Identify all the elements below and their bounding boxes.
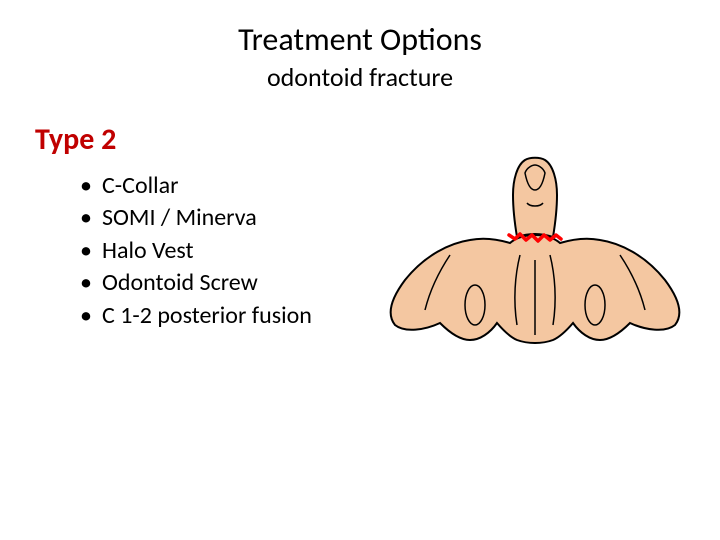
vertebra-svg (385, 155, 685, 375)
odontoid-process (513, 158, 557, 237)
subtitle: odontoid fracture (0, 61, 720, 93)
main-title: Treatment Options (0, 20, 720, 59)
vertebra-diagram (385, 155, 685, 375)
type-heading: Type 2 (35, 121, 720, 158)
title-block: Treatment Options odontoid fracture (0, 0, 720, 93)
